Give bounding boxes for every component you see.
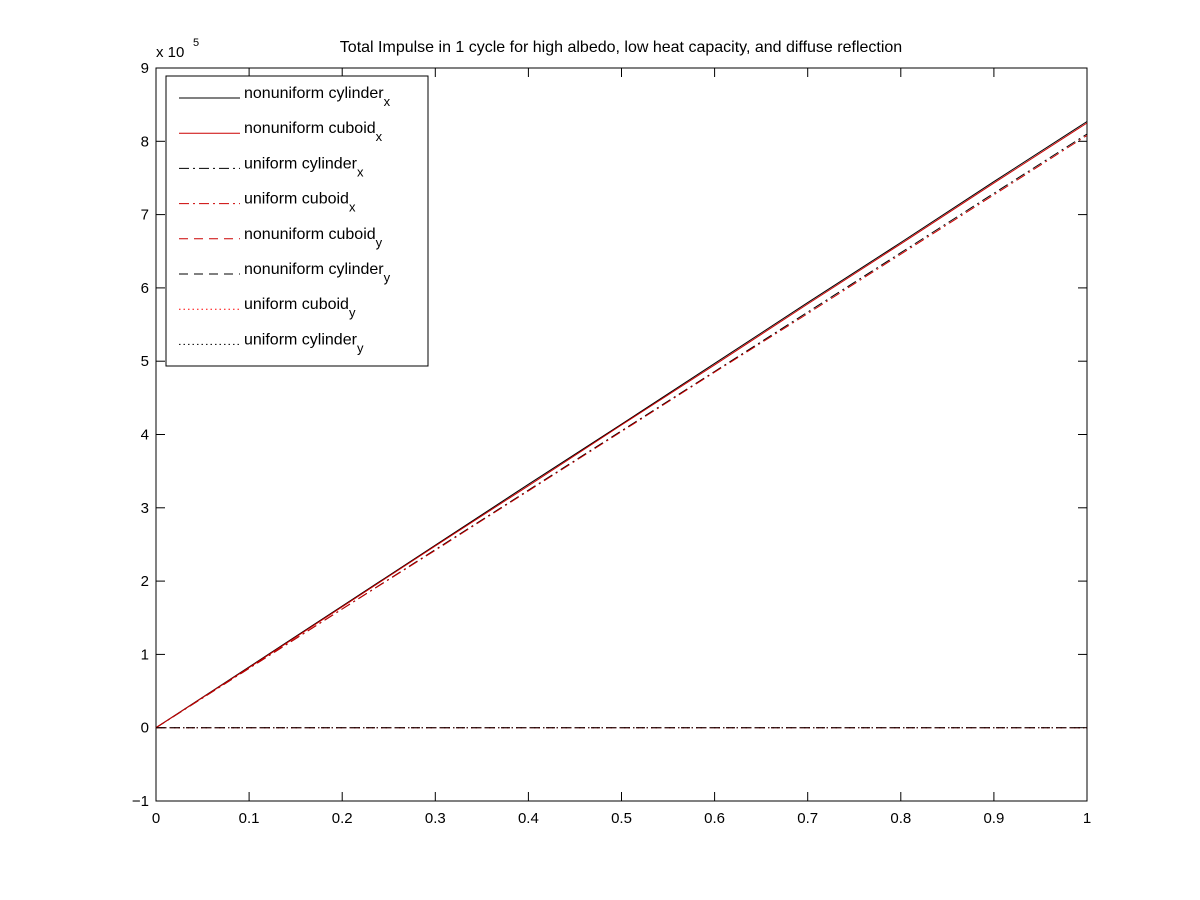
series-line-nonuniform-cylinder-x	[155, 121, 1088, 729]
legend-label: nonuniform cylinderx	[244, 85, 391, 109]
legend-label-name: nonuniform cuboid	[244, 120, 376, 137]
x-tick-label: 0.7	[797, 810, 818, 827]
series-line-nonuniform-cuboid-x	[155, 122, 1088, 729]
x-tick-label: 0.9	[983, 810, 1004, 827]
series-line-uniform-cuboid-x	[155, 134, 1088, 729]
legend-label-name: uniform cuboid	[244, 191, 349, 208]
x-tick-label: 0.4	[518, 810, 539, 827]
legend-label-name: uniform cuboid	[244, 296, 349, 313]
legend-label-name: uniform cylinder	[244, 331, 358, 348]
y-multiplier-exponent: 5	[193, 37, 199, 49]
y-tick-label: 3	[141, 500, 149, 517]
legend-label-subscript: y	[376, 235, 383, 250]
legend-label: uniform cylindery	[244, 331, 364, 355]
legend-label-subscript: y	[384, 270, 391, 285]
legend-label-name: nonuniform cylinder	[244, 85, 384, 102]
legend-label: uniform cuboidy	[244, 296, 356, 320]
y-tick-label: 6	[141, 280, 149, 297]
legend-label-subscript: y	[349, 305, 356, 320]
chart-title: Total Impulse in 1 cycle for high albedo…	[340, 39, 902, 56]
legend-label-name: uniform cylinder	[244, 155, 358, 172]
x-tick-label: 0	[152, 810, 160, 827]
y-tick-label: 0	[141, 720, 149, 737]
legend-label: uniform cylinderx	[244, 155, 364, 179]
y-tick-label: 9	[141, 60, 149, 77]
legend-label: uniform cuboidx	[244, 191, 356, 215]
y-axis-multiplier: x 10 5	[156, 37, 199, 61]
legend-label-subscript: y	[357, 340, 364, 355]
x-tick-label: 0.6	[704, 810, 725, 827]
x-tick-label: 0.1	[239, 810, 260, 827]
x-tick-label: 0.2	[332, 810, 353, 827]
y-multiplier-base: x 10	[156, 44, 184, 61]
y-tick-label: −1	[132, 793, 149, 810]
legend-label-subscript: x	[349, 200, 356, 215]
y-tick-label: 1	[141, 646, 149, 663]
y-tick-label: 7	[141, 207, 149, 224]
legend-box	[165, 75, 429, 367]
legend-label-name: nonuniform cylinder	[244, 261, 384, 278]
x-tick-label: 0.3	[425, 810, 446, 827]
legend-label-subscript: x	[376, 129, 383, 144]
y-tick-label: 2	[141, 573, 149, 590]
y-tick-label: 5	[141, 353, 149, 370]
legend-label-name: nonuniform cuboid	[244, 226, 376, 243]
y-tick-label: 8	[141, 133, 149, 150]
y-tick-label: 4	[141, 427, 149, 444]
series-layer	[155, 121, 1088, 729]
legend-label: nonuniform cuboidx	[244, 120, 383, 144]
x-tick-label: 0.8	[890, 810, 911, 827]
x-tick-label: 1	[1083, 810, 1091, 827]
legend-label-subscript: x	[357, 164, 364, 179]
y-axis: −1 0 1 2 3 4 5 6 7 8 9	[132, 60, 1087, 810]
x-tick-label: 0.5	[611, 810, 632, 827]
legend-label: nonuniform cuboidy	[244, 226, 383, 250]
legend-label-subscript: x	[384, 94, 391, 109]
x-axis: 0 0.1 0.2 0.3 0.4 0.5 0.6 0.7 0.8 0.9 1	[152, 68, 1091, 827]
legend-label: nonuniform cylindery	[244, 261, 391, 285]
